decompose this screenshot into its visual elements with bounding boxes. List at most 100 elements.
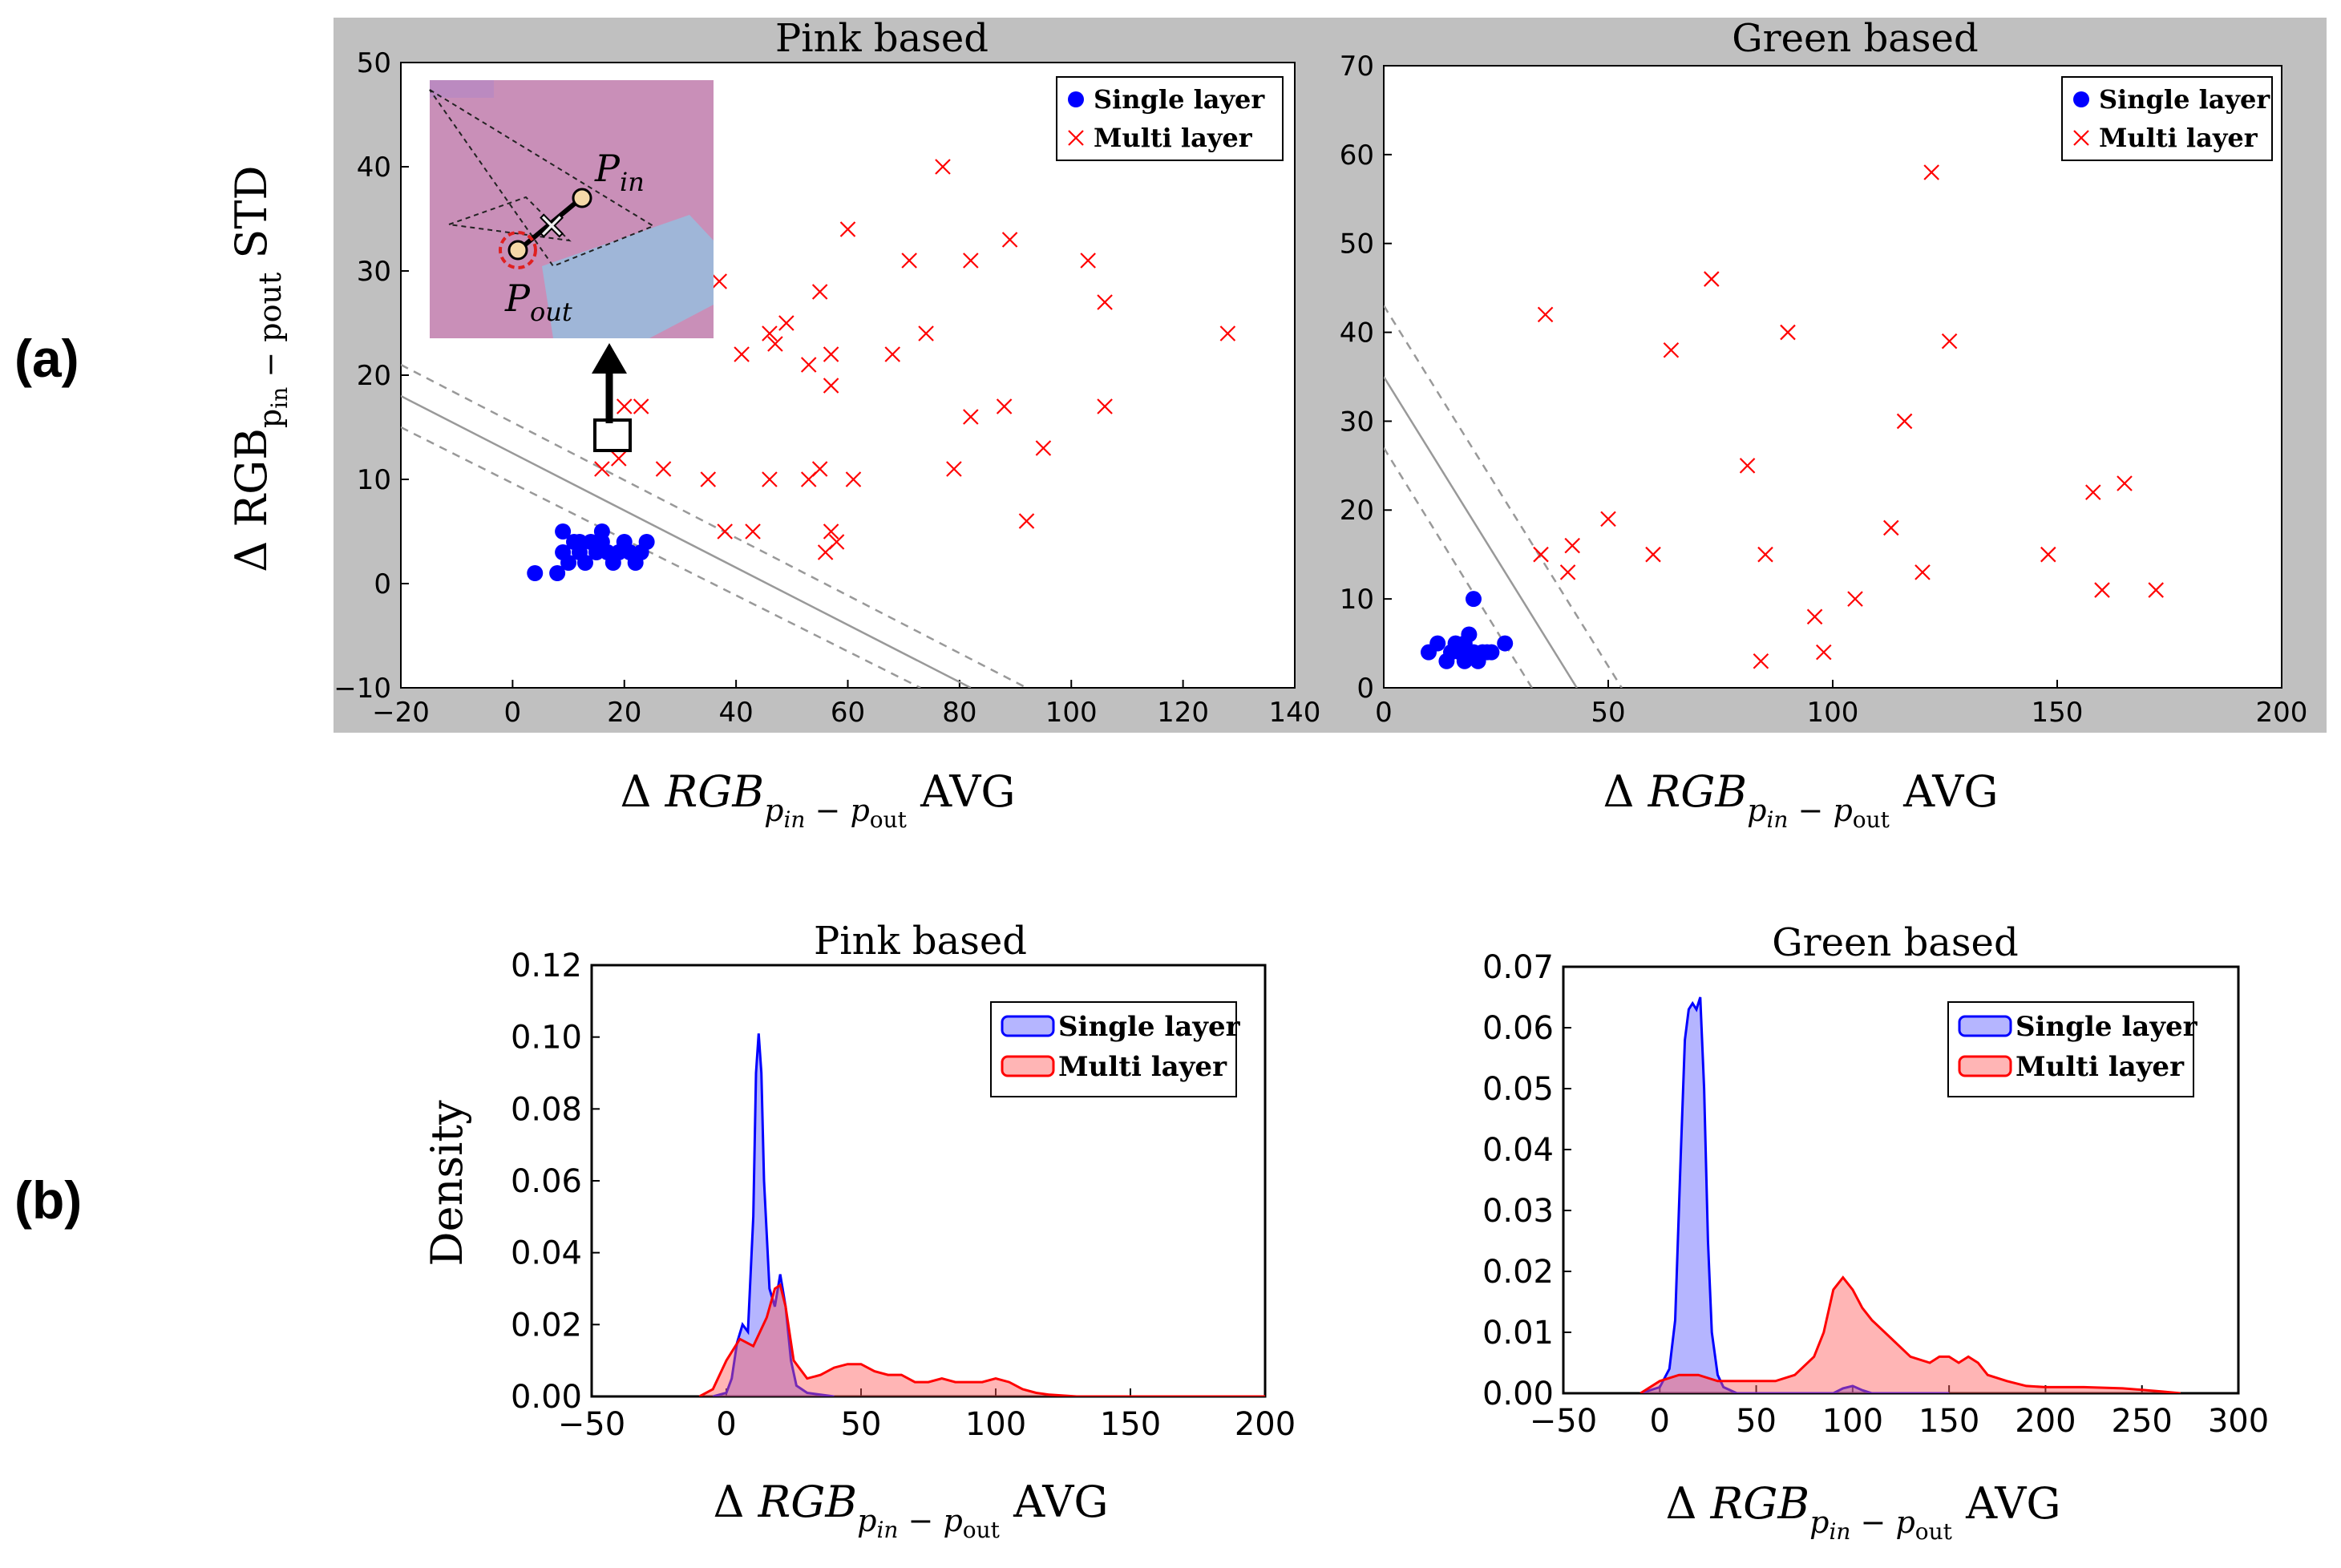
x-tick-label: −50 bbox=[558, 1406, 625, 1443]
axis-ticks: −50 0 50 100 150 200 250 300 0.00 0.01 0.02 0.03 0.0… bbox=[1482, 949, 2269, 1440]
single-layer-point bbox=[638, 534, 655, 550]
single-layer-point bbox=[560, 555, 577, 571]
multi-layer-line bbox=[698, 1283, 1265, 1396]
multi-layer-point bbox=[817, 544, 834, 560]
multi-layer-point bbox=[1097, 294, 1113, 310]
x-tick-label: 40 bbox=[718, 697, 753, 729]
multi-layer-point bbox=[1018, 513, 1035, 529]
axis-ticks: −50 0 50 100 150 200 0.00 0.02 0.04 0.06 0.08 0.10 0… bbox=[511, 948, 1296, 1443]
x-tick-label: 0 bbox=[504, 697, 522, 729]
y-tick-label: 0.02 bbox=[1482, 1254, 1554, 1291]
single-layer-point bbox=[576, 555, 593, 571]
data-points bbox=[527, 159, 1236, 581]
x-tick-label: 50 bbox=[1591, 697, 1625, 729]
single-layer-point bbox=[1483, 644, 1500, 661]
multi-layer-point bbox=[811, 284, 828, 300]
multi-layer-point bbox=[1739, 458, 1756, 474]
multi-layer-point bbox=[800, 357, 817, 373]
x-tick-label: 80 bbox=[942, 697, 976, 729]
chart-title: Pink based bbox=[775, 16, 989, 61]
multi-layer-point bbox=[616, 398, 633, 414]
single-layer-point bbox=[1466, 591, 1482, 608]
multi-layer-point bbox=[823, 523, 839, 540]
x-tick-label: 250 bbox=[2112, 1403, 2173, 1440]
inset-x-icon: × bbox=[536, 203, 568, 246]
legend-box bbox=[990, 1001, 1237, 1097]
legend-label: Multi layer bbox=[2016, 1051, 2185, 1083]
boundary-lower-margin bbox=[401, 426, 921, 688]
multi-layer-point bbox=[996, 398, 1013, 414]
y-tick-label: 20 bbox=[1340, 495, 1374, 527]
y-tick-label: 10 bbox=[1340, 584, 1374, 616]
y-tick-label: 0 bbox=[1356, 673, 1374, 705]
boundary-upper-margin bbox=[1384, 305, 1623, 688]
y-tick-label: 10 bbox=[357, 464, 391, 496]
legend: Single layer Multi layer bbox=[990, 1001, 1241, 1097]
multi-layer-point bbox=[1097, 398, 1113, 414]
multi-layer-point bbox=[1600, 511, 1616, 527]
x-tick-label: 300 bbox=[2208, 1403, 2269, 1440]
y-tick-label: 50 bbox=[357, 47, 391, 79]
x-tick-label: 200 bbox=[2015, 1403, 2076, 1440]
multi-layer-point bbox=[1533, 546, 1549, 563]
y-tick-label: 0.04 bbox=[511, 1235, 582, 1272]
pin-marker bbox=[572, 188, 592, 208]
y-tick-label: 0.00 bbox=[511, 1379, 582, 1416]
multi-layer-point bbox=[963, 253, 979, 269]
single-layer-line bbox=[1640, 996, 1950, 1393]
multi-layer-point bbox=[845, 471, 862, 487]
single-layer-point bbox=[1429, 635, 1446, 652]
axis-ticks: −20 0 20 40 60 80 100 120 140 −10 0 10 20 30 40 50 bbox=[334, 47, 1320, 729]
x-tick-label: 150 bbox=[1100, 1406, 1161, 1443]
y-tick-label: 40 bbox=[357, 152, 391, 184]
y-tick-label: 0.05 bbox=[1482, 1071, 1554, 1108]
legend-label: Multi layer bbox=[1094, 123, 1253, 153]
legend-label: Multi layer bbox=[2099, 123, 2258, 153]
single-layer-point bbox=[1456, 635, 1473, 652]
x-tick-label: 150 bbox=[1918, 1403, 1979, 1440]
multi-layer-point bbox=[1914, 564, 1931, 580]
legend-label: Single layer bbox=[1058, 1011, 1241, 1043]
single-layer-point bbox=[555, 523, 572, 540]
x-tick-label: −20 bbox=[372, 697, 430, 729]
legend-marker-multi bbox=[2073, 130, 2089, 146]
multi-layer-point bbox=[839, 221, 856, 237]
inset-arrow-head bbox=[592, 343, 627, 374]
legend-swatch-multi bbox=[1958, 1055, 2012, 1077]
y-tick-label: 0.06 bbox=[1482, 1010, 1554, 1047]
multi-layer-point bbox=[700, 471, 717, 487]
multi-layer-point bbox=[717, 523, 733, 540]
multi-layer-point bbox=[1753, 653, 1769, 669]
multi-layer-point bbox=[1780, 324, 1796, 341]
multi-layer-point bbox=[2094, 582, 2110, 598]
multi-layer-point bbox=[2085, 484, 2101, 500]
legend: Single layer Multi layer bbox=[1056, 76, 1284, 161]
data-points bbox=[1421, 164, 2164, 669]
y-axis-label: Δ RGBpin − pout STD bbox=[226, 165, 293, 572]
x-tick-label: 120 bbox=[1157, 697, 1209, 729]
y-tick-label: 50 bbox=[1340, 228, 1374, 261]
multi-layer-point bbox=[1816, 644, 1832, 661]
legend-label: Single layer bbox=[2099, 84, 2270, 115]
x-tick-label: 0 bbox=[1650, 1403, 1670, 1440]
decision-boundary bbox=[401, 363, 1028, 688]
chart-title: Green based bbox=[1732, 16, 1978, 61]
multi-layer-point bbox=[611, 451, 627, 467]
legend-marker-single bbox=[1068, 91, 1084, 107]
multi-layer-point bbox=[884, 346, 901, 362]
pout-marker bbox=[507, 240, 528, 261]
panel-label-a: (a) bbox=[14, 329, 79, 388]
multi-layer-point bbox=[655, 461, 672, 477]
single-layer-point bbox=[593, 523, 610, 540]
y-tick-label: 0.03 bbox=[1482, 1193, 1554, 1230]
legend-label: Multi layer bbox=[1058, 1051, 1227, 1083]
single-layer-point bbox=[549, 565, 566, 581]
multi-layer-point bbox=[1001, 232, 1018, 248]
y-tick-label: 0.07 bbox=[1482, 949, 1554, 986]
multi-layer-line bbox=[1640, 1275, 2181, 1393]
boundary-solid bbox=[401, 394, 972, 688]
x-tick-label: 100 bbox=[1045, 697, 1098, 729]
y-tick-label: 30 bbox=[357, 256, 391, 288]
multi-layer-point bbox=[1219, 325, 1236, 341]
multi-layer-point bbox=[745, 523, 761, 540]
